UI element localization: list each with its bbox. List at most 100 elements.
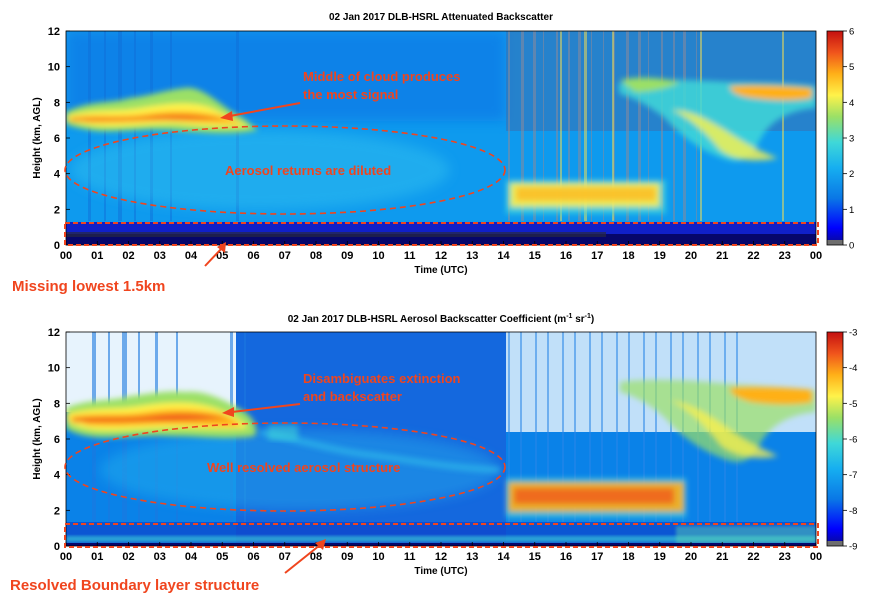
- signal-streak: [562, 332, 564, 522]
- chart-title: 02 Jan 2017 DLB-HSRL Aerosol Backscatter…: [288, 313, 594, 325]
- y-tick-label: 4: [54, 470, 61, 482]
- x-tick-label: 05: [216, 551, 228, 563]
- aerosol-structure: [100, 430, 500, 510]
- y-tick-label: 12: [48, 327, 60, 339]
- annotations: Disambiguates extinction and backscatter…: [10, 371, 819, 594]
- missing-layer: [66, 234, 816, 245]
- x-tick-label: 11: [404, 250, 416, 262]
- x-tick-label: 14: [497, 551, 510, 563]
- colorbar-tick-label: -7: [849, 470, 857, 481]
- colorbar: [827, 332, 843, 546]
- backscatter-panel: 02 Jan 2017 DLB-HSRL Attenuated Backscat…: [12, 12, 854, 295]
- upper-cloud: [620, 379, 816, 462]
- missing-arrow-head: [217, 242, 226, 253]
- signal-streak: [782, 31, 784, 221]
- signal-streak: [508, 332, 510, 522]
- colorbar-tick-label: -5: [849, 399, 857, 410]
- low-aerosol-band: [506, 180, 666, 214]
- x-tick-label: 13: [466, 551, 478, 563]
- cloud-note-line2: and backscatter: [303, 389, 402, 404]
- x-tick-label: 07: [279, 250, 291, 262]
- x-tick-label: 04: [185, 551, 198, 563]
- x-tick-label: 20: [685, 250, 697, 262]
- colorbar-under: [827, 541, 843, 546]
- y-axis-label: Height (km, AGL): [32, 97, 43, 178]
- lowest-layer: [66, 222, 816, 234]
- x-tick-label: 01: [91, 250, 103, 262]
- x-tick-label: 10: [372, 551, 384, 563]
- colorbar-tick-label: -9: [849, 542, 857, 553]
- missing-note: Missing lowest 1.5km: [12, 278, 165, 295]
- x-tick-label: 15: [529, 250, 541, 262]
- x-tick-label: 16: [560, 551, 572, 563]
- x-tick-label: 03: [154, 250, 166, 262]
- y-tick-label: 8: [54, 398, 60, 410]
- x-tick-label: 11: [404, 551, 416, 563]
- signal-streak: [661, 31, 663, 221]
- signal-streak: [612, 31, 614, 221]
- x-tick-label: 08: [310, 551, 322, 563]
- y-tick-label: 6: [54, 133, 60, 145]
- colorbar-tick-label: 6: [849, 27, 854, 38]
- signal-streak: [556, 31, 558, 221]
- colorbar-tick-label: 5: [849, 62, 854, 73]
- colorbar-tick-label: 4: [849, 98, 854, 109]
- chart-title: 02 Jan 2017 DLB-HSRL Attenuated Backscat…: [329, 12, 553, 23]
- missing-arrow-shaft: [204, 247, 223, 267]
- signal-streak: [574, 332, 576, 522]
- signal-streak: [533, 31, 536, 221]
- signal-streak: [547, 332, 549, 522]
- x-tick-label: 12: [435, 551, 447, 563]
- cloud-layer: [66, 391, 257, 438]
- signal-streak: [638, 31, 641, 221]
- colorbar-tick-label: -3: [849, 328, 857, 339]
- boundary-arrow-shaft: [284, 544, 321, 574]
- x-axis: 00 01 02 03 04 05 06 07 08 09 10 11 12 13 14 15 16 17 18 19…: [60, 542, 822, 563]
- diluted-aerosol: [70, 130, 450, 210]
- x-tick-label: 04: [185, 250, 198, 262]
- signal-streak: [520, 332, 522, 522]
- x-tick-label: 19: [654, 250, 666, 262]
- cloud-layer: [66, 87, 258, 134]
- y-tick-label: 10: [48, 62, 60, 74]
- signal-streak: [655, 332, 657, 522]
- signal-streak: [508, 31, 510, 221]
- cloud-arrow-head: [220, 111, 233, 121]
- x-tick-label: 17: [591, 250, 603, 262]
- y-tick-label: 10: [48, 363, 60, 375]
- x-axis-label: Time (UTC): [414, 265, 467, 276]
- y-tick-label: 2: [54, 204, 60, 216]
- boundary-box: [64, 523, 819, 548]
- x-tick-label: 18: [622, 551, 634, 563]
- plot-area: [66, 31, 816, 245]
- colorbar-tick-label: -6: [849, 435, 857, 446]
- cloud-note-line1: Disambiguates extinction: [303, 371, 461, 386]
- colorbar-tick-label: 1: [849, 205, 854, 216]
- x-tick-label: 09: [341, 250, 353, 262]
- colorbar-under: [827, 240, 843, 245]
- x-tick-label: 06: [247, 250, 259, 262]
- small-cloud: [268, 425, 298, 440]
- x-tick-label: 01: [91, 551, 103, 563]
- x-tick-label: 20: [685, 551, 697, 563]
- aerosol-ellipse: [64, 422, 506, 512]
- signal-streak: [670, 332, 672, 522]
- x-tick-label: 17: [591, 551, 603, 563]
- cloud-note-line2: the most signal: [303, 87, 398, 102]
- cloud-arrow-head: [222, 407, 234, 417]
- x-tick-label: 22: [747, 250, 759, 262]
- x-tick-label: 23: [779, 551, 791, 563]
- x-tick-label: 07: [279, 551, 291, 563]
- signal-streak: [589, 332, 591, 522]
- colorbar-ticks: 0 1 2 3 4 5 6: [843, 27, 854, 252]
- y-tick-label: 6: [54, 434, 60, 446]
- low-aerosol-band: [506, 478, 686, 518]
- signal-streak: [616, 332, 618, 522]
- ground-band: [66, 232, 606, 237]
- colorbar-tick-label: 2: [849, 169, 854, 180]
- cloud-note-line1: Middle of cloud produces: [303, 69, 460, 84]
- x-tick-label: 12: [435, 250, 447, 262]
- aerosol-note: Aerosol returns are diluted: [225, 163, 391, 178]
- signal-streak: [643, 332, 645, 522]
- x-tick-label: 13: [466, 250, 478, 262]
